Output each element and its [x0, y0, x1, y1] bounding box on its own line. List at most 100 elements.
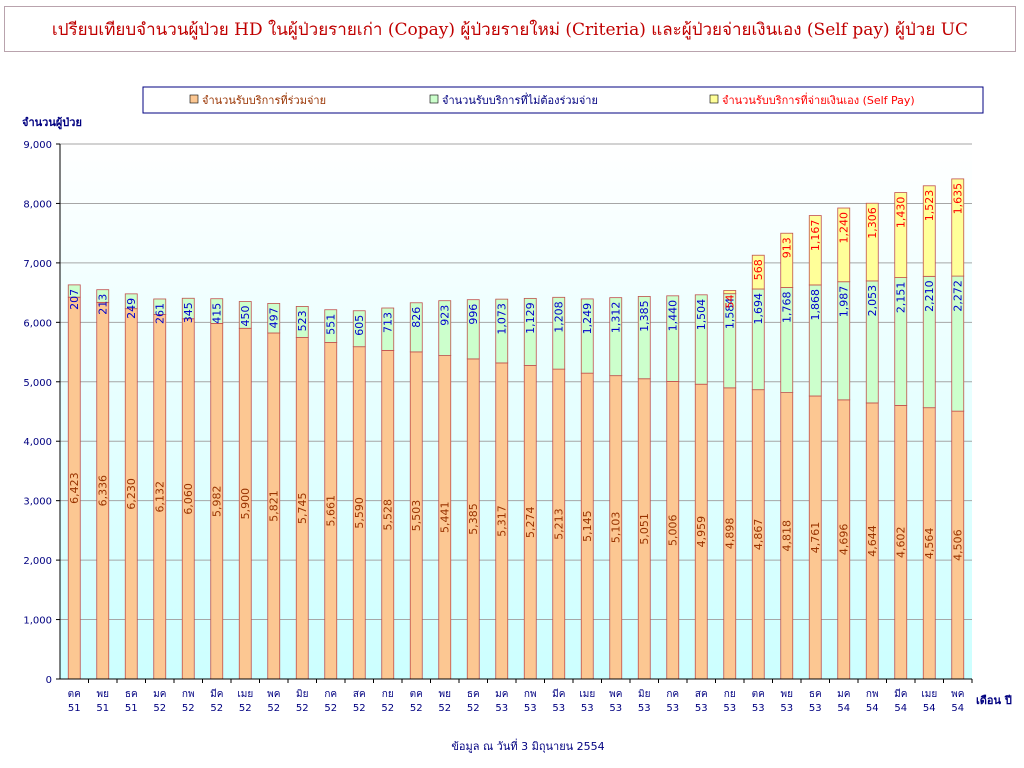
legend-swatch-selfpay: [709, 94, 719, 104]
x-tick-label-month: มค: [153, 689, 166, 700]
x-tick-label-month: มีค: [210, 688, 223, 700]
x-tick-label-year: 52: [296, 703, 309, 714]
bar-criteria: [609, 297, 623, 377]
bar-selfpay: [837, 207, 851, 283]
data-label-criteria: 345: [182, 302, 195, 323]
data-label-copay: 4,644: [866, 525, 879, 557]
data-label-criteria: 213: [97, 294, 110, 315]
data-label-criteria: 261: [154, 303, 167, 324]
x-tick-label-year: 53: [495, 703, 508, 714]
bar-selfpay: [865, 202, 879, 282]
x-axis-title: เดือน ปี: [976, 694, 1012, 707]
data-label-selfpay: 1,430: [895, 197, 908, 229]
data-label-copay: 5,274: [524, 506, 537, 538]
bar-criteria: [67, 284, 81, 298]
x-tick-label-month: ธค: [125, 689, 138, 700]
data-label-copay: 5,661: [325, 495, 338, 527]
data-label-copay: 4,959: [695, 516, 708, 548]
bar-criteria: [495, 298, 509, 364]
data-label-criteria: 2,151: [895, 282, 908, 314]
x-tick-label-month: พค: [609, 689, 622, 700]
bar-criteria: [409, 302, 423, 353]
legend-swatch-copay: [189, 94, 199, 104]
x-tick-label-month: ตค: [752, 689, 765, 700]
x-tick-label-year: 54: [951, 703, 964, 714]
footnote: ข้อมูล ณ วันที่ 3 มิถุนายน 2554: [451, 738, 604, 753]
data-label-selfpay: 54: [724, 294, 737, 308]
x-tick-label-month: มิย: [638, 689, 650, 700]
x-tick-label-month: พย: [97, 689, 109, 700]
x-tick-label-month: กพ: [524, 689, 537, 700]
data-label-copay: 5,441: [439, 502, 452, 534]
data-label-copay: 5,590: [353, 497, 366, 529]
data-label-selfpay: 1,306: [866, 207, 879, 239]
data-label-criteria: 551: [325, 314, 338, 335]
y-tick-label: 5,000: [23, 378, 52, 389]
bar-criteria: [352, 310, 366, 348]
data-label-criteria: 497: [268, 307, 281, 328]
x-tick-label-year: 51: [68, 703, 81, 714]
data-label-copay: 6,423: [68, 472, 81, 504]
bar-selfpay: [723, 290, 737, 295]
data-label-criteria: 2,210: [923, 280, 936, 312]
bar-criteria: [124, 293, 138, 310]
x-tick-label-year: 52: [239, 703, 252, 714]
x-tick-label-year: 53: [695, 703, 708, 714]
x-tick-label-year: 52: [381, 703, 394, 714]
y-axis-title: จำนวนผู้ป่วย: [22, 116, 82, 130]
x-tick-label-month: พค: [951, 689, 964, 700]
legend: จำนวนรับบริการที่ร่วมจ่าย จำนวนรับบริการ…: [142, 86, 984, 114]
bar-selfpay: [922, 185, 936, 277]
data-label-copay: 5,745: [296, 492, 309, 524]
bar-selfpay: [751, 254, 765, 290]
x-tick-label-year: 53: [609, 703, 622, 714]
x-tick-label-year: 52: [182, 703, 195, 714]
bar-selfpay: [894, 192, 908, 278]
bar-selfpay: [780, 232, 794, 288]
data-label-copay: 6,230: [125, 478, 138, 510]
bar-criteria: [694, 294, 708, 385]
data-label-copay: 5,982: [211, 485, 224, 517]
x-tick-label-year: 52: [267, 703, 280, 714]
x-tick-label-month: มค: [495, 689, 508, 700]
data-label-criteria: 2,272: [952, 280, 965, 312]
data-label-selfpay: 1,635: [952, 183, 965, 215]
x-tick-label-month: สค: [353, 689, 366, 700]
bar-criteria: [523, 297, 537, 366]
y-tick-label: 4,000: [23, 437, 52, 448]
data-label-criteria: 1,694: [752, 293, 765, 325]
bar-selfpay: [951, 178, 965, 277]
bar-criteria: [438, 300, 452, 356]
x-tick-label-month: กพ: [182, 689, 195, 700]
x-tick-label-month: กย: [724, 689, 736, 700]
x-tick-label-year: 54: [837, 703, 850, 714]
bar-criteria: [666, 295, 680, 382]
x-tick-label-year: 54: [894, 703, 907, 714]
y-tick-label: 2,000: [23, 556, 52, 567]
data-label-criteria: 450: [239, 306, 252, 327]
x-tick-label-year: 53: [581, 703, 594, 714]
x-tick-label-year: 53: [780, 703, 793, 714]
data-label-selfpay: 1,240: [838, 212, 851, 244]
x-tick-label-year: 51: [96, 703, 109, 714]
x-tick-label-month: ธค: [809, 689, 822, 700]
data-label-criteria: 996: [467, 304, 480, 325]
x-tick-label-year: 52: [410, 703, 423, 714]
bar-criteria: [267, 303, 281, 334]
plot-background: [60, 144, 972, 679]
legend-label-criteria: จำนวนรับบริการที่ไม่ต้องร่วมจ่าย: [442, 92, 598, 107]
data-label-selfpay: 1,523: [923, 190, 936, 222]
legend-box: [142, 86, 984, 114]
bar-criteria: [238, 301, 252, 329]
y-tick-label: 1,000: [23, 616, 52, 627]
y-tick-label: 0: [46, 675, 52, 686]
x-tick-label-year: 53: [552, 703, 565, 714]
bar-criteria: [381, 307, 395, 351]
x-tick-label-year: 53: [638, 703, 651, 714]
x-tick-label-month: ตค: [68, 689, 81, 700]
x-tick-label-month: พย: [439, 689, 451, 700]
data-label-criteria: 1,129: [524, 302, 537, 334]
data-label-criteria: 523: [296, 310, 309, 331]
y-tick-label: 6,000: [23, 318, 52, 329]
data-label-criteria: 415: [211, 303, 224, 324]
